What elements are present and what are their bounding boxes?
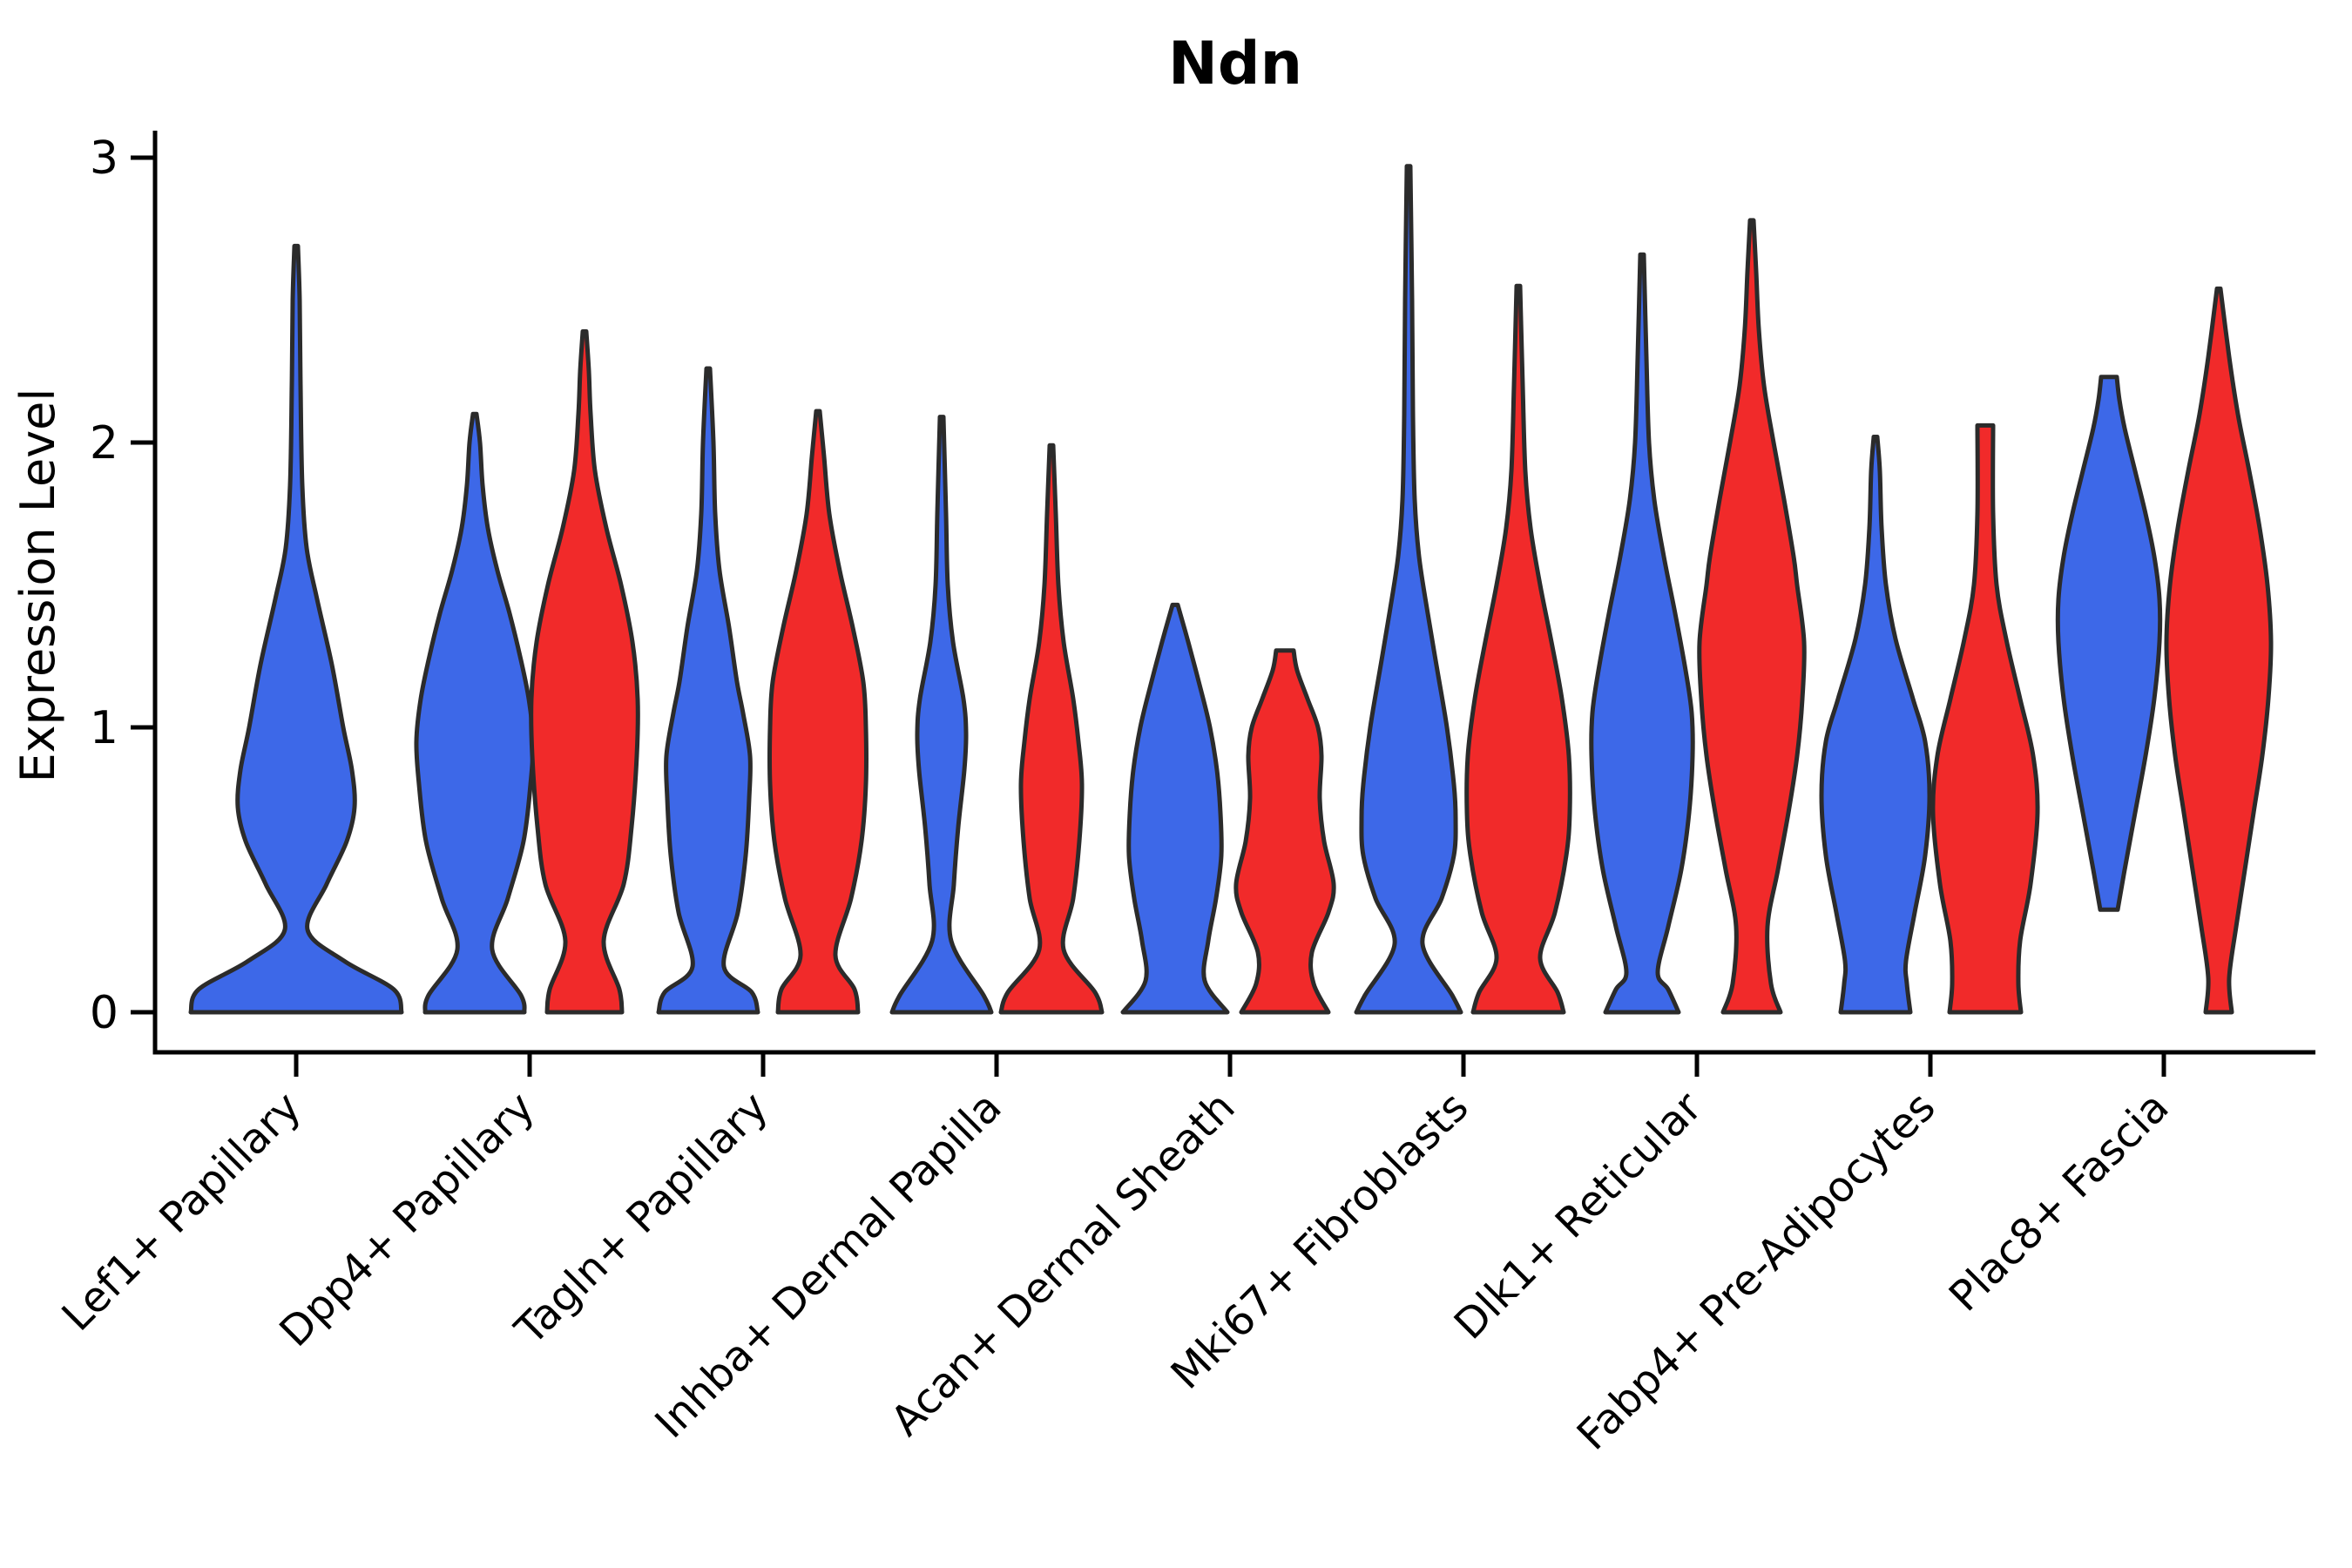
violin-tagln-papillary-red: [767, 409, 868, 1015]
violin-fabp4-pre-adipocytes-red: [1930, 422, 2040, 1015]
violins-layer: [188, 164, 2274, 1015]
violin-mki67-fibroblasts-blue: [1354, 164, 1463, 1015]
violin-inhba-dermal-papilla-blue: [889, 415, 994, 1015]
y-tick-label-3: 3: [90, 132, 118, 185]
violin-tagln-papillary-blue: [656, 366, 760, 1015]
violin-lef1-papillary-blue: [188, 243, 404, 1015]
x-tick-label-1: Dpp4+ Papillary: [270, 1083, 544, 1356]
y-axis-label: Expression Level: [10, 389, 65, 783]
violin-dlk1-reticular-blue: [1589, 252, 1695, 1015]
violin-inhba-dermal-papilla-red: [998, 443, 1105, 1015]
violin-plac8-fascia-red: [2164, 286, 2274, 1015]
y-tick-label-2: 2: [90, 417, 118, 470]
violin-acan-dermal-sheath-red: [1233, 648, 1336, 1015]
violin-plac8-fascia-blue: [2055, 375, 2163, 912]
violin-dpp4-papillary-red: [529, 329, 640, 1015]
violin-dpp4-papillary-blue: [414, 411, 536, 1015]
violin-fabp4-pre-adipocytes-blue: [1819, 435, 1932, 1015]
violin-mki67-fibroblasts-red: [1464, 283, 1572, 1015]
violin-acan-dermal-sheath-blue: [1120, 602, 1230, 1015]
x-tick-label-2: Tagln+ Papillary: [505, 1083, 777, 1355]
chart-title: Ndn: [1168, 30, 1302, 98]
x-tick-label-8: Plac8+ Fascia: [1940, 1083, 2179, 1321]
y-tick-label-0: 0: [90, 987, 118, 1039]
violin-dlk1-reticular-red: [1697, 218, 1807, 1015]
y-tick-label-1: 1: [90, 702, 118, 754]
x-tick-label-6: Dlk1+ Reticular: [1445, 1083, 1712, 1349]
x-tick-label-0: Lef1+ Papillary: [53, 1083, 311, 1341]
